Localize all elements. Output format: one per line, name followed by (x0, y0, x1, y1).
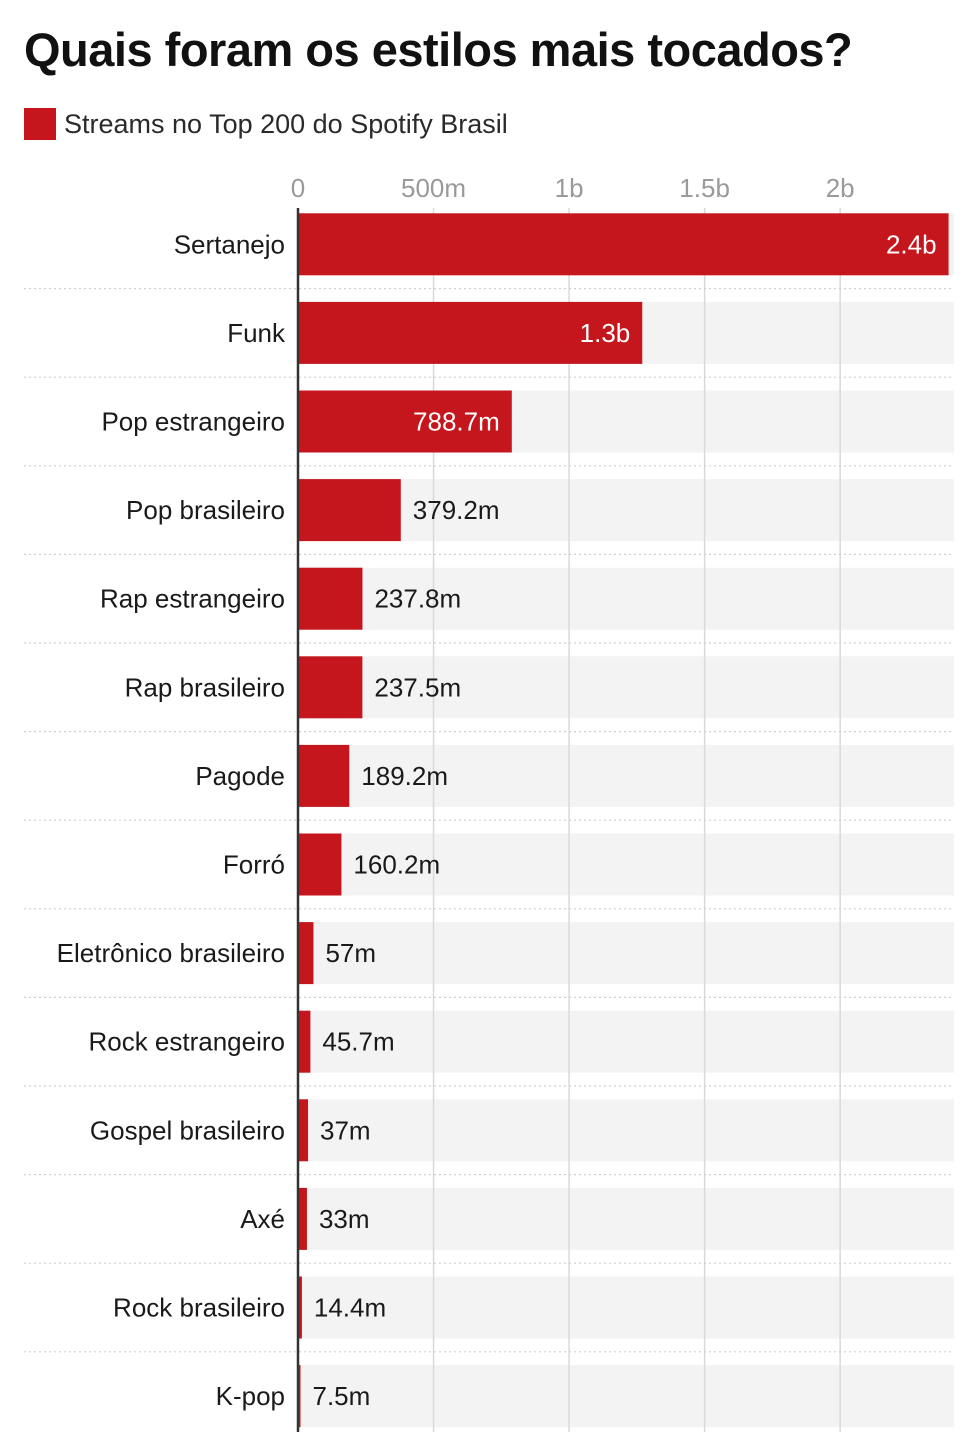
legend: Streams no Top 200 do Spotify Brasil (24, 108, 508, 140)
bar-track (298, 656, 954, 719)
bar-track (298, 833, 954, 896)
category-label: Rock brasileiro (113, 1293, 285, 1323)
bar (298, 1187, 307, 1250)
category-label: Pop estrangeiro (101, 407, 285, 437)
category-label: Funk (227, 318, 286, 348)
x-tick-label: 2b (826, 173, 855, 203)
value-label: 57m (325, 938, 376, 968)
bar (298, 567, 363, 630)
value-label: 237.5m (374, 672, 461, 702)
x-tick-label: 1b (555, 173, 584, 203)
x-tick-label: 1.5b (679, 173, 730, 203)
bar-track (298, 1365, 954, 1428)
bar (298, 213, 949, 276)
category-label: Sertanejo (174, 229, 285, 259)
bar-track (298, 479, 954, 542)
bar (298, 656, 363, 719)
category-label: Pop brasileiro (126, 495, 285, 525)
bar (298, 479, 401, 542)
legend-swatch (24, 108, 56, 140)
bar-track (298, 567, 954, 630)
bar (298, 1010, 311, 1073)
bar (298, 301, 643, 364)
bar-track (298, 922, 954, 985)
value-label: 1.3b (580, 318, 631, 348)
bar-track (298, 1099, 954, 1162)
bar (298, 833, 342, 896)
value-label: 788.7m (413, 407, 500, 437)
bar (298, 1099, 309, 1162)
chart-title: Quais foram os estilos mais tocados? (24, 23, 853, 76)
value-label: 379.2m (413, 495, 500, 525)
bar-track (298, 744, 954, 807)
value-label: 45.7m (322, 1027, 394, 1057)
bar (298, 1276, 302, 1339)
value-label: 189.2m (361, 761, 448, 791)
category-label: Forró (223, 850, 285, 880)
category-label: Rock estrangeiro (88, 1027, 285, 1057)
bar (298, 922, 314, 985)
value-label: 7.5m (313, 1381, 371, 1411)
bar-track (298, 1187, 954, 1250)
category-label: Axé (240, 1204, 285, 1234)
category-label: Pagode (195, 761, 285, 791)
category-label: Eletrônico brasileiro (57, 938, 285, 968)
value-label: 14.4m (314, 1293, 386, 1323)
bar (298, 744, 350, 807)
category-label: K-pop (216, 1381, 285, 1411)
bar-track (298, 1010, 954, 1073)
value-label: 37m (320, 1115, 371, 1145)
category-label: Rap brasileiro (125, 672, 285, 702)
category-label: Gospel brasileiro (90, 1115, 285, 1145)
bar-track (298, 1276, 954, 1339)
legend-label: Streams no Top 200 do Spotify Brasil (64, 108, 508, 139)
bar (298, 390, 512, 453)
value-label: 160.2m (353, 850, 440, 880)
value-label: 2.4b (886, 229, 937, 259)
category-label: Rap estrangeiro (100, 584, 285, 614)
x-tick-label: 500m (401, 173, 466, 203)
x-tick-label: 0 (291, 173, 305, 203)
value-label: 237.8m (374, 584, 461, 614)
value-label: 33m (319, 1204, 370, 1234)
